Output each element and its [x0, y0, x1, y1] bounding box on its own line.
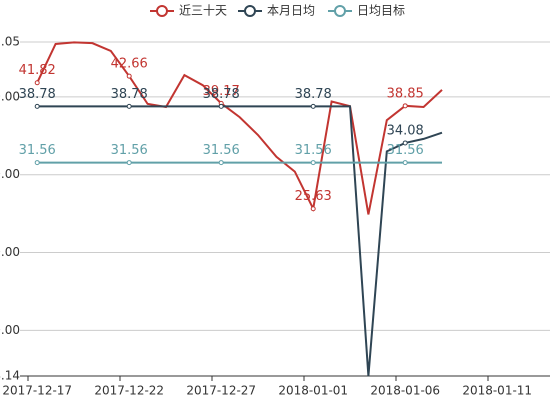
point	[218, 160, 224, 166]
x-tick-label: 2017-12-17	[2, 384, 72, 398]
legend-icon-circle	[244, 5, 256, 17]
point	[218, 103, 224, 109]
point	[402, 160, 408, 166]
legend-icon-circle	[156, 5, 168, 17]
point	[34, 80, 40, 86]
legend-label[interactable]: 本月日均	[267, 4, 315, 18]
data-label: 31.56	[111, 143, 148, 158]
point	[126, 103, 132, 109]
y-tick-label: 40.00	[0, 89, 20, 103]
point	[310, 206, 316, 212]
y-tick-label: 10.00	[0, 323, 20, 337]
data-label: 31.56	[203, 143, 240, 158]
data-label: 34.08	[387, 123, 424, 138]
y-tick-label: 30.00	[0, 167, 20, 181]
point	[126, 73, 132, 79]
point	[402, 103, 408, 109]
legend-icon-circle	[334, 5, 346, 17]
x-tick-label: 2017-12-27	[186, 384, 256, 398]
data-label: 38.78	[111, 87, 148, 102]
data-label: 39.17	[203, 84, 240, 99]
legend-label[interactable]: 日均目标	[357, 4, 405, 18]
point	[310, 103, 316, 109]
data-label: 25.63	[295, 189, 332, 204]
legend-label[interactable]: 近三十天	[179, 4, 227, 18]
point	[402, 140, 408, 146]
y-tick-label: 4.14	[0, 369, 20, 383]
data-label: 31.56	[295, 143, 332, 158]
point	[34, 160, 40, 166]
x-tick-label: 2018-01-06	[370, 384, 440, 398]
y-tick-label: 47.05	[0, 35, 20, 49]
data-label: 41.82	[19, 63, 56, 78]
data-label: 31.56	[19, 143, 56, 158]
x-tick-label: 2017-12-22	[94, 384, 164, 398]
point	[126, 160, 132, 166]
x-tick-label: 2018-01-01	[278, 384, 348, 398]
data-label: 42.66	[111, 57, 148, 72]
data-label: 38.78	[203, 87, 240, 102]
point	[34, 103, 40, 109]
series-line	[37, 105, 443, 377]
y-tick-label: 20.00	[0, 245, 20, 259]
x-tick-label: 2018-01-11	[462, 384, 532, 398]
data-label: 38.85	[387, 86, 424, 101]
series-line	[36, 41, 443, 215]
data-label: 38.78	[295, 87, 332, 102]
data-label: 31.56	[387, 143, 424, 158]
point	[310, 160, 316, 166]
data-label: 38.78	[19, 87, 56, 102]
